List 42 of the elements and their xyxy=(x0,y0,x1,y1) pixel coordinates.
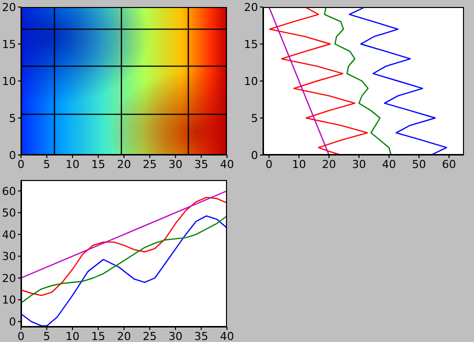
x-tick-label: 20 xyxy=(117,158,131,171)
x-tick-label: 20 xyxy=(322,158,336,171)
y-tick-label: 20 xyxy=(2,272,16,285)
x-tick-label: 25 xyxy=(142,330,157,342)
x-tick-label: 25 xyxy=(142,158,157,171)
x-tick-label: 15 xyxy=(91,158,106,171)
x-tick-label: 50 xyxy=(412,158,426,171)
x-tick-label: 5 xyxy=(43,330,50,342)
x-tick-label: 35 xyxy=(194,330,208,342)
y-tick-label: 0 xyxy=(251,148,258,162)
y-tick-label: 20 xyxy=(2,0,16,14)
y-tick-label: 30 xyxy=(2,250,16,264)
y-tick-label: 10 xyxy=(2,294,16,307)
y-tick-label: 15 xyxy=(2,38,16,51)
y-tick-label: 10 xyxy=(2,74,16,88)
x-tick-label: 0 xyxy=(18,158,24,171)
x-tick-label: 40 xyxy=(220,158,234,171)
x-tick-label: 10 xyxy=(292,158,306,171)
x-tick-label: 35 xyxy=(194,158,208,171)
x-tick-label: 5 xyxy=(43,158,50,171)
y-tick-label: 40 xyxy=(2,228,16,242)
x-tick-label: 60 xyxy=(442,158,456,171)
y-tick-label: 0 xyxy=(9,315,16,328)
y-tick-label: 50 xyxy=(2,206,16,220)
x-tick-label: 30 xyxy=(168,330,182,342)
y-tick-label: 10 xyxy=(244,74,258,88)
x-tick-label: 0 xyxy=(18,330,24,342)
y-tick-label: 5 xyxy=(9,112,16,125)
y-tick-label: 0 xyxy=(9,148,16,162)
x-tick-label: 40 xyxy=(220,330,234,342)
x-tick-label: 30 xyxy=(168,158,182,171)
y-tick-label: 15 xyxy=(244,38,258,51)
y-tick-label: 5 xyxy=(251,112,258,125)
x-tick-label: 15 xyxy=(91,330,106,342)
y-tick-label: 60 xyxy=(2,184,16,198)
x-tick-label: 10 xyxy=(66,330,80,342)
y-tick-label: 20 xyxy=(244,0,258,14)
x-tick-label: 20 xyxy=(117,330,131,342)
x-tick-label: 40 xyxy=(382,158,396,171)
x-tick-label: 10 xyxy=(66,158,80,171)
x-tick-label: 0 xyxy=(266,158,272,171)
x-tick-label: 30 xyxy=(352,158,366,171)
